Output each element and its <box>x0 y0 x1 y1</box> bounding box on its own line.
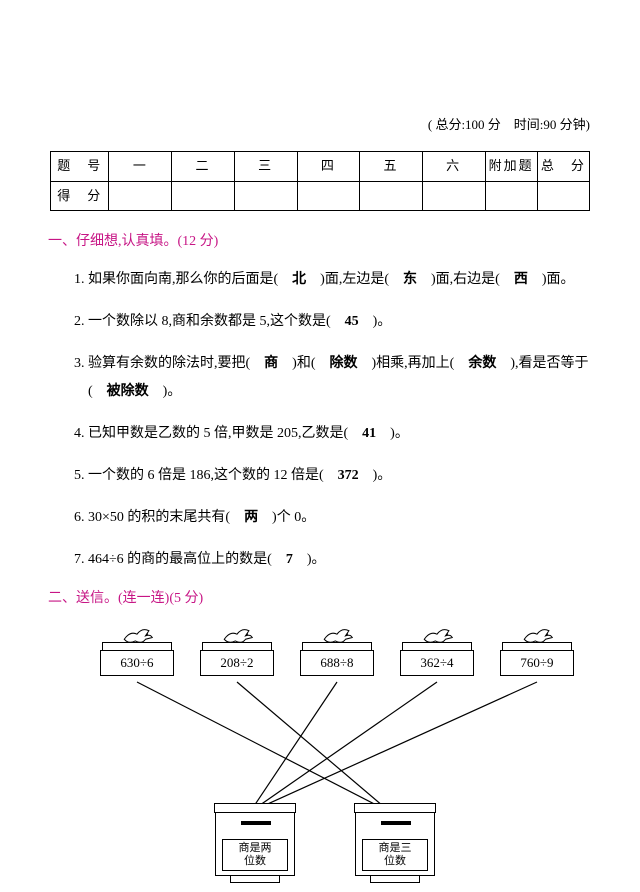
matching-diagram: 630÷6 208÷2 688÷8 362÷4 760÷9 商是两位数 商是三位数 <box>70 622 590 892</box>
envelope-3: 362÷4 <box>400 622 474 676</box>
answer: 北 <box>292 272 306 287</box>
cell: 附加题 <box>485 151 537 181</box>
bird-icon <box>420 622 454 648</box>
bird-icon <box>220 622 254 648</box>
cell: 总 分 <box>537 151 589 181</box>
cell: 一 <box>109 151 172 181</box>
bird-icon <box>320 622 354 648</box>
envelope-label: 208÷2 <box>200 650 274 676</box>
envelope-0: 630÷6 <box>100 622 174 676</box>
cell <box>485 181 537 211</box>
cell <box>537 181 589 211</box>
answer: 西 <box>514 272 528 287</box>
answer: 45 <box>345 314 359 329</box>
cell <box>234 181 297 211</box>
question-6: 6. 30×50 的积的末尾共有( 两 )个 0。 <box>74 504 590 532</box>
cell <box>172 181 235 211</box>
cell <box>360 181 423 211</box>
answer: 372 <box>338 468 359 483</box>
cell: 五 <box>360 151 423 181</box>
envelope-label: 630÷6 <box>100 650 174 676</box>
cell: 六 <box>422 151 485 181</box>
question-7: 7. 464÷6 的商的最高位上的数是( 7 )。 <box>74 546 590 574</box>
cell: 二 <box>172 151 235 181</box>
mailbox-1: 商是三位数 <box>350 812 440 883</box>
header-info: ( 总分:100 分 时间:90 分钟) <box>50 115 590 136</box>
cell <box>297 181 360 211</box>
answer: 两 <box>244 510 258 525</box>
mailbox-label: 商是两位数 <box>222 839 288 871</box>
score-table: 题 号 一 二 三 四 五 六 附加题 总 分 得 分 <box>50 151 590 212</box>
question-4: 4. 已知甲数是乙数的 5 倍,甲数是 205,乙数是( 41 )。 <box>74 420 590 448</box>
answer: 7 <box>286 552 293 567</box>
envelope-2: 688÷8 <box>300 622 374 676</box>
question-1: 1. 如果你面向南,那么你的后面是( 北 )面,左边是( 东 )面,右边是( 西… <box>74 266 590 294</box>
mailbox-0: 商是两位数 <box>210 812 300 883</box>
question-3: 3. 验算有余数的除法时,要把( 商 )和( 除数 )相乘,再加上( 余数 ),… <box>74 350 590 406</box>
answer: 东 <box>403 272 417 287</box>
cell: 四 <box>297 151 360 181</box>
cell <box>422 181 485 211</box>
cell: 三 <box>234 151 297 181</box>
bird-icon <box>120 622 154 648</box>
cell: 题 号 <box>51 151 109 181</box>
section2-title: 二、送信。(连一连)(5 分) <box>48 588 590 610</box>
question-5: 5. 一个数的 6 倍是 186,这个数的 12 倍是( 372 )。 <box>74 462 590 490</box>
cell <box>109 181 172 211</box>
envelope-label: 362÷4 <box>400 650 474 676</box>
cell: 得 分 <box>51 181 109 211</box>
envelope-1: 208÷2 <box>200 622 274 676</box>
score-header-row: 题 号 一 二 三 四 五 六 附加题 总 分 <box>51 151 590 181</box>
question-2: 2. 一个数除以 8,商和余数都是 5,这个数是( 45 )。 <box>74 308 590 336</box>
answer: 41 <box>362 426 376 441</box>
envelope-label: 688÷8 <box>300 650 374 676</box>
answer: 除数 <box>330 356 358 371</box>
bird-icon <box>520 622 554 648</box>
section1-title: 一、仔细想,认真填。(12 分) <box>48 231 590 253</box>
answer: 余数 <box>468 356 496 371</box>
mailbox-label: 商是三位数 <box>362 839 428 871</box>
answer: 商 <box>264 356 278 371</box>
answer: 被除数 <box>107 384 149 399</box>
envelope-4: 760÷9 <box>500 622 574 676</box>
score-value-row: 得 分 <box>51 181 590 211</box>
envelope-label: 760÷9 <box>500 650 574 676</box>
